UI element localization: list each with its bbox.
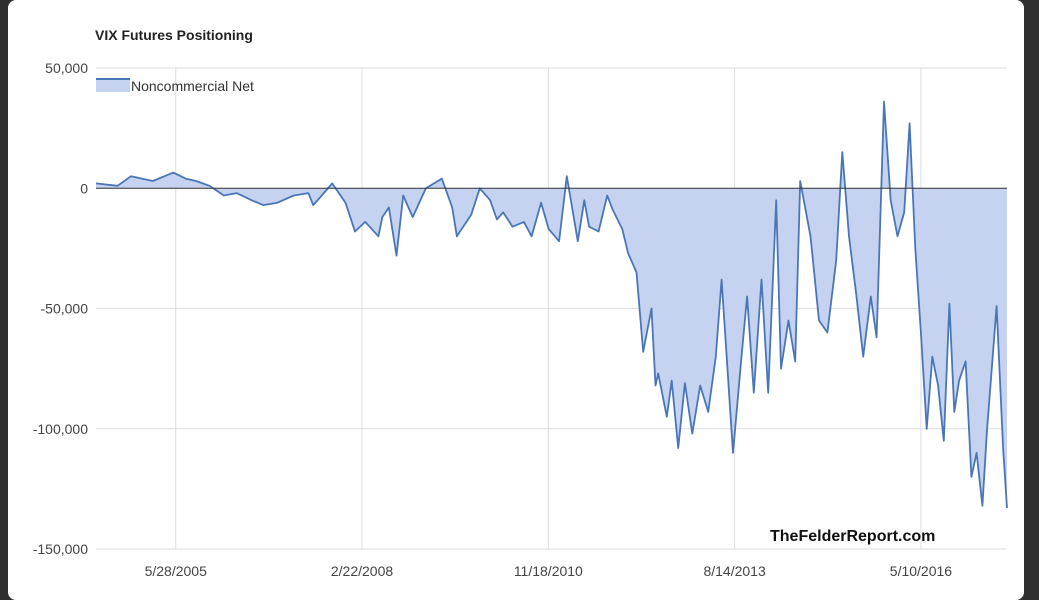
x-tick-label: 5/10/2016 xyxy=(890,563,952,579)
grid xyxy=(96,67,1007,550)
watermark: TheFelderReport.com xyxy=(770,528,935,545)
legend-swatch xyxy=(96,79,130,92)
y-tick-label: -150,000 xyxy=(33,541,88,557)
chart: VIX Futures Positioning 50,000 0 -50,000 -1… xyxy=(33,27,1008,579)
y-tick-label: -100,000 xyxy=(33,421,88,437)
x-tick-label: 11/18/2010 xyxy=(514,563,583,579)
series-area-layer xyxy=(95,100,1008,509)
axis-labels: 50,000 0 -50,000 -100,000 -150,000 5/28/2005 2… xyxy=(33,60,953,579)
x-tick-label: 8/14/2013 xyxy=(703,563,765,579)
y-tick-label: 50,000 xyxy=(45,60,88,76)
y-tick-label: -50,000 xyxy=(41,301,89,317)
series-area-fill xyxy=(96,101,1007,509)
legend-label: Noncommercial Net xyxy=(131,78,254,94)
chart-title: VIX Futures Positioning xyxy=(95,27,253,43)
series-line xyxy=(95,100,1008,509)
legend[interactable]: Noncommercial Net xyxy=(96,78,254,94)
y-tick-label: 0 xyxy=(80,180,88,196)
chart-card: VIX Futures Positioning 50,000 0 -50,000 -1… xyxy=(8,0,1024,600)
x-tick-label: 2/22/2008 xyxy=(331,563,393,579)
x-tick-label: 5/28/2005 xyxy=(145,563,207,579)
